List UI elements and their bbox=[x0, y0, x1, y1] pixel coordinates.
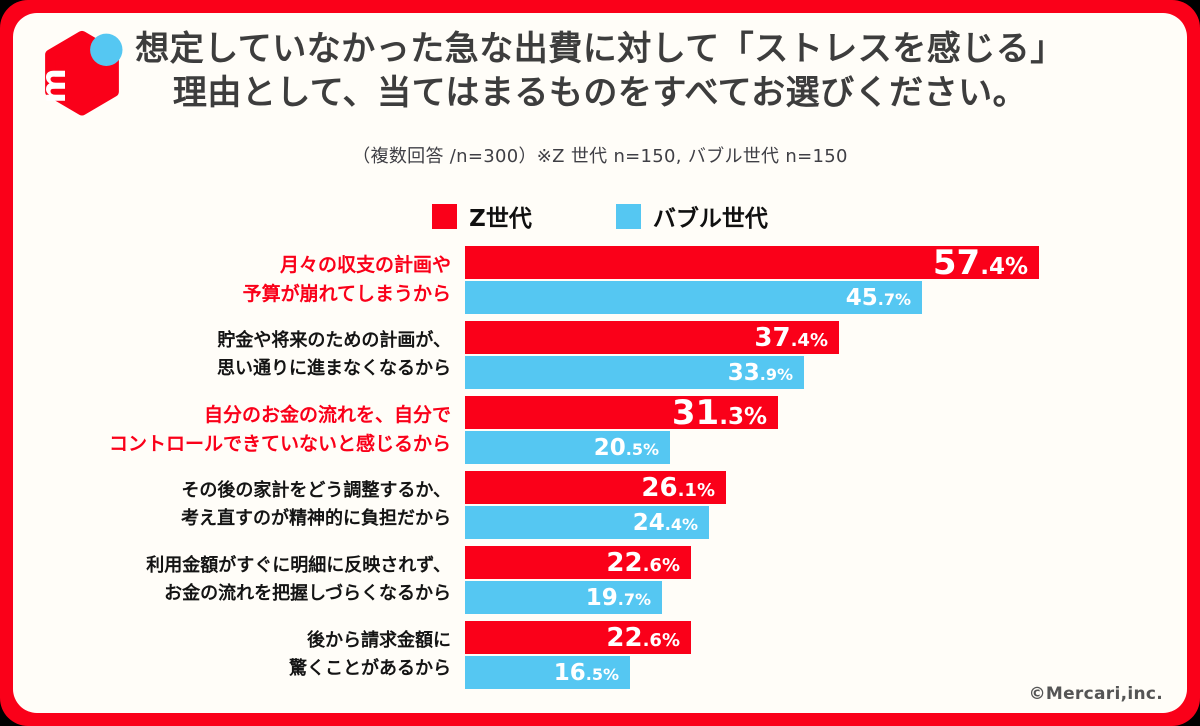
bar-z-generation: 57.4% bbox=[465, 243, 1039, 283]
bar-row: その後の家計をどう調整するか、 考え直すのが精神的に負担だから 26.1% 24.4… bbox=[13, 471, 1039, 539]
legend-label: バブル世代 bbox=[652, 206, 768, 232]
legend-item-z-generation: Z世代 bbox=[432, 199, 532, 233]
title-line-2: 理由として、当てはまるものをすべてお選びください。 bbox=[172, 73, 1028, 114]
bar-pair: 26.1% 24.4% bbox=[465, 471, 726, 539]
category-label: その後の家計をどう調整するか、 考え直すのが精神的に負担だから bbox=[181, 480, 451, 529]
bar-bubble-generation: 24.4% bbox=[465, 506, 709, 539]
bar-value-label: 45.7% bbox=[845, 284, 911, 311]
category-label: 後から請求金額に 驚くことがあるから bbox=[289, 630, 451, 679]
bar-value-label: 37.4% bbox=[754, 322, 828, 353]
bar-bubble-generation: 45.7% bbox=[465, 281, 922, 314]
bar-z-generation: 37.4% bbox=[465, 321, 839, 354]
category-label: 利用金額がすぐに明細に反映されず、 お金の流れを把握しづらくなるから bbox=[146, 555, 451, 604]
copyright: ©Mercari,inc. bbox=[1028, 684, 1163, 704]
chart-legend: Z世代 バブル世代 bbox=[13, 199, 1187, 233]
bar-row: 後から請求金額に 驚くことがあるから 22.6% 16.5% bbox=[13, 621, 1039, 689]
bar-value-label: 26.1% bbox=[641, 472, 715, 503]
category-label: 月々の収支の計画や 予算が崩れてしまうから bbox=[242, 253, 451, 305]
bar-value-label: 19.7% bbox=[585, 584, 651, 611]
bar-value-label: 24.4% bbox=[632, 509, 698, 536]
bar-value-label: 16.5% bbox=[553, 659, 619, 686]
logo-blue-dot-icon bbox=[90, 33, 123, 66]
legend-label: Z世代 bbox=[469, 206, 532, 232]
bar-chart: 月々の収支の計画や 予算が崩れてしまうから 57.4% 45.7% 貯金や将来のための… bbox=[13, 243, 1039, 689]
title-line-1: 想定していなかった急な出費に対して「ストレスを感じる」 bbox=[135, 29, 1065, 69]
bar-z-generation: 22.6% bbox=[465, 546, 691, 579]
legend-swatch-red bbox=[432, 203, 458, 229]
page-title: 想定していなかった急な出費に対して「ストレスを感じる」 理由として、当てはまるもの… bbox=[13, 27, 1187, 115]
legend-item-bubble-generation: バブル世代 bbox=[615, 199, 768, 233]
bar-value-label: 22.6% bbox=[606, 547, 680, 578]
mercari-logo-icon: m bbox=[37, 30, 123, 116]
category-label: 貯金や将来のための計画が、 思い通りに進まなくなるから bbox=[217, 330, 451, 379]
bar-row: 自分のお金の流れを、自分で コントロールできていないと感じるから 31.3% 20.… bbox=[13, 393, 1039, 464]
bar-row: 月々の収支の計画や 予算が崩れてしまうから 57.4% 45.7% bbox=[13, 243, 1039, 314]
legend-swatch-blue bbox=[615, 203, 641, 229]
bar-z-generation: 26.1% bbox=[465, 471, 726, 504]
bar-value-label: 20.5% bbox=[593, 434, 659, 461]
bar-bubble-generation: 16.5% bbox=[465, 656, 630, 689]
bar-pair: 22.6% 16.5% bbox=[465, 621, 691, 689]
bar-value-label: 31.3% bbox=[671, 392, 767, 433]
bar-pair: 31.3% 20.5% bbox=[465, 393, 778, 464]
bar-value-label: 22.6% bbox=[606, 622, 680, 653]
bar-bubble-generation: 33.9% bbox=[465, 356, 804, 389]
category-label: 自分のお金の流れを、自分で コントロールできていないと感じるから bbox=[108, 403, 451, 455]
infographic-card: m 想定していなかった急な出費に対して「ストレスを感じる」 理由として、当てはまる… bbox=[13, 13, 1187, 713]
bar-bubble-generation: 20.5% bbox=[465, 431, 670, 464]
bar-z-generation: 31.3% bbox=[465, 393, 778, 433]
bar-pair: 57.4% 45.7% bbox=[465, 243, 1039, 314]
bar-z-generation: 22.6% bbox=[465, 621, 691, 654]
logo-letter: m bbox=[37, 68, 74, 104]
bar-value-label: 57.4% bbox=[932, 242, 1028, 283]
bar-pair: 22.6% 19.7% bbox=[465, 546, 691, 614]
bar-bubble-generation: 19.7% bbox=[465, 581, 662, 614]
survey-note: （複数回答 /n=300）※Z 世代 n=150, バブル世代 n=150 bbox=[352, 146, 848, 167]
bar-value-label: 33.9% bbox=[727, 359, 793, 386]
bar-pair: 37.4% 33.9% bbox=[465, 321, 839, 389]
bar-row: 貯金や将来のための計画が、 思い通りに進まなくなるから 37.4% 33.9% bbox=[13, 321, 1039, 389]
bar-row: 利用金額がすぐに明細に反映されず、 お金の流れを把握しづらくなるから 22.6% 1… bbox=[13, 546, 1039, 614]
